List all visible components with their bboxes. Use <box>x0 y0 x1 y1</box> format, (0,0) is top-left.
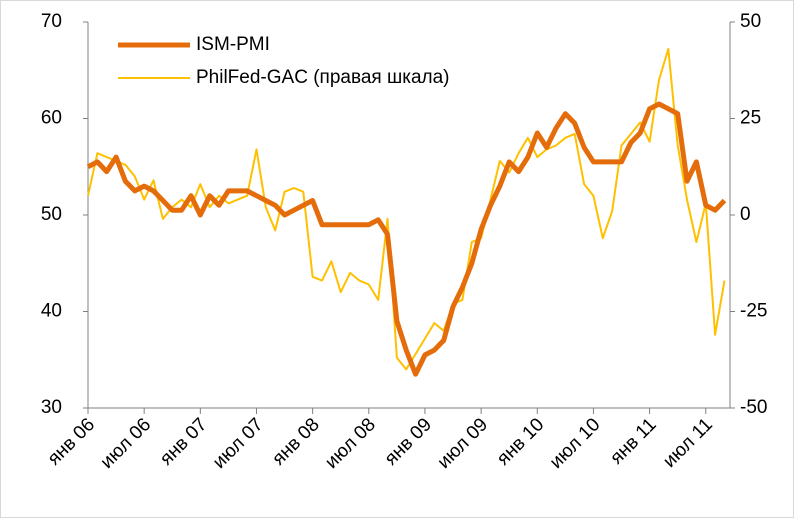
y2-tick-label: -50 <box>740 397 767 418</box>
y2-tick-label: 50 <box>740 11 761 32</box>
y2-tick-label: -25 <box>740 301 767 322</box>
y2-tick-label: 25 <box>740 108 761 129</box>
y-tick-label: 30 <box>41 397 62 418</box>
legend-label: ISM-PMI <box>196 34 270 55</box>
legend-label: PhilFed-GAC (правая шкала) <box>196 67 450 88</box>
y-tick-label: 60 <box>41 108 62 129</box>
series-line <box>86 101 727 377</box>
y-tick-label: 70 <box>41 11 62 32</box>
y-tick-label: 40 <box>41 301 62 322</box>
y2-tick-label: 0 <box>740 204 751 225</box>
y-tick-label: 50 <box>41 204 62 225</box>
